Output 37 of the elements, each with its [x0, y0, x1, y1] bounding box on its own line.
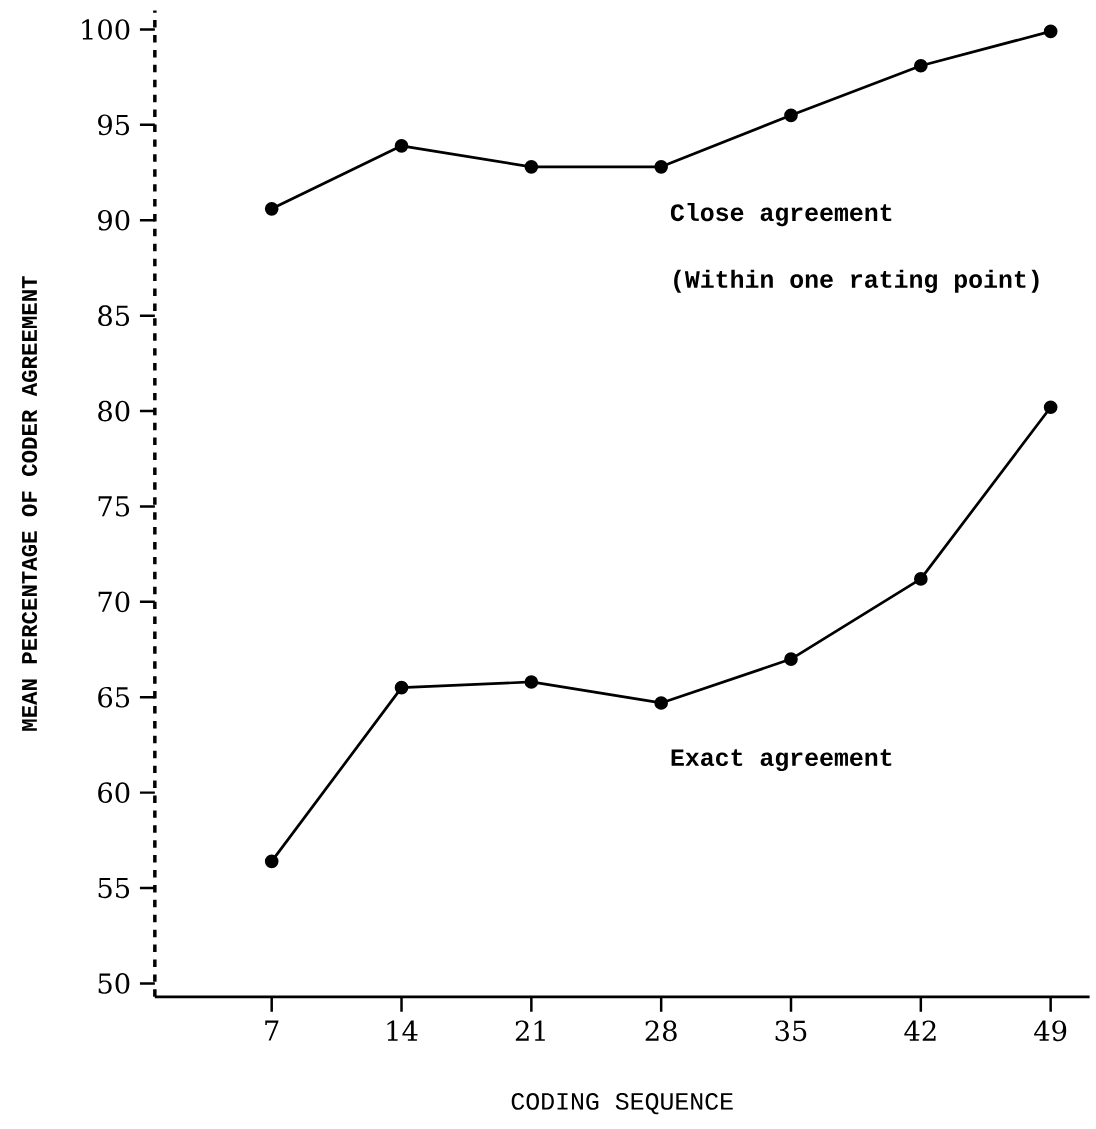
point [654, 696, 669, 710]
point [394, 139, 409, 153]
y-tick-label: 95 [98, 114, 130, 136]
y-axis-title: MEAN PERCENTAGE OF CODER AGREEMENT [21, 276, 38, 731]
y-tick-label: 70 [98, 591, 130, 613]
y-tick-label: 90 [98, 209, 130, 231]
series-label: Exact agreement [671, 749, 892, 772]
point [524, 160, 539, 174]
y-tick-label: 60 [98, 782, 130, 803]
point [264, 854, 279, 869]
y-tick-label: 55 [98, 877, 130, 899]
x-tick-label: 21 [515, 1020, 545, 1041]
point [914, 572, 928, 586]
x-axis-title: CODING SEQUENCE [511, 1092, 733, 1115]
point [394, 680, 409, 695]
point [524, 675, 539, 689]
point [1043, 24, 1058, 39]
point [264, 201, 279, 216]
point [784, 108, 798, 123]
x-tick-label: 14 [387, 1020, 418, 1041]
point [784, 652, 798, 666]
y-tick-label: 80 [98, 400, 130, 422]
x-tick-label: 49 [1034, 1020, 1067, 1042]
y-tick-label: 50 [98, 973, 130, 994]
y-tick-label: 100 [82, 19, 130, 40]
x-tick-label: 35 [775, 1020, 807, 1042]
y-tick-label: 75 [98, 496, 130, 517]
y-tick-label: 65 [98, 686, 130, 708]
x-tick-label: 28 [645, 1020, 677, 1042]
series-label: Close agreement [670, 202, 892, 227]
x-tick-label: 7 [265, 1020, 279, 1041]
point [914, 58, 928, 73]
annotation: (Within one rating point) [674, 269, 1039, 293]
point [1043, 400, 1058, 415]
x-tick-label: 42 [904, 1020, 936, 1041]
point [654, 160, 669, 174]
y-tick-label: 85 [98, 305, 130, 326]
